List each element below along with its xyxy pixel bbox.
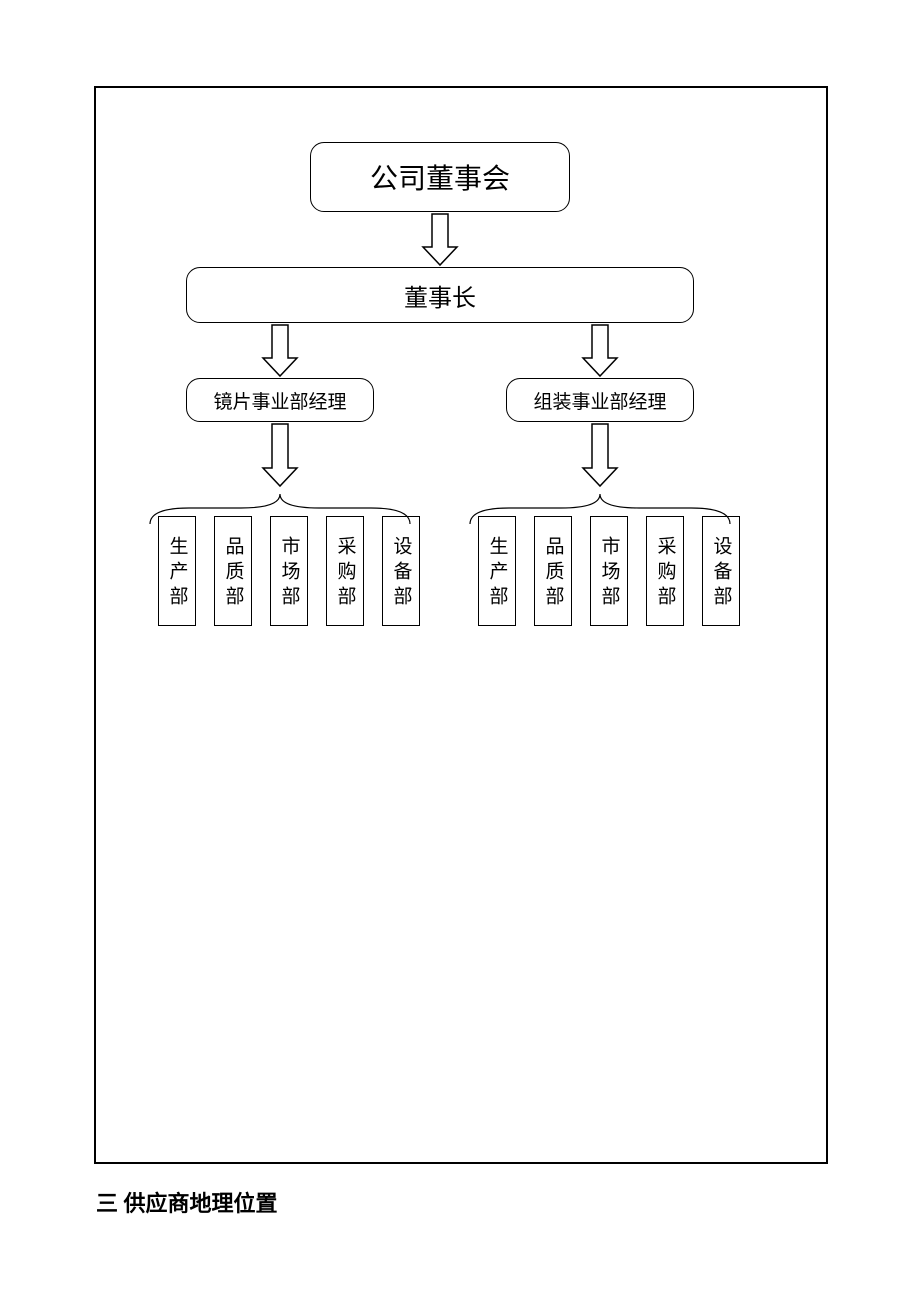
node-dept-right-3: 采购部 — [646, 516, 684, 626]
section-heading-text: 三 供应商地理位置 — [96, 1191, 278, 1216]
node-dept-label: 品质部 — [220, 536, 247, 611]
section-heading: 三 供应商地理位置 — [96, 1186, 278, 1218]
node-manager-left-label: 镜片事业部经理 — [213, 387, 346, 414]
arrow-down-1 — [263, 325, 297, 376]
node-board-label: 公司董事会 — [370, 157, 510, 197]
arrow-down-2 — [583, 325, 617, 376]
node-dept-label: 采购部 — [652, 536, 679, 611]
node-dept-right-0: 生产部 — [478, 516, 516, 626]
arrow-down-4 — [583, 424, 617, 486]
node-dept-left-2: 市场部 — [270, 516, 308, 626]
arrow-down-0 — [423, 214, 457, 265]
node-chairman: 董事长 — [186, 267, 694, 323]
brace-1 — [466, 492, 734, 528]
node-dept-label: 品质部 — [540, 536, 567, 611]
node-dept-right-2: 市场部 — [590, 516, 628, 626]
arrow-down-3 — [263, 424, 297, 486]
node-dept-label: 市场部 — [276, 536, 303, 611]
node-dept-right-1: 品质部 — [534, 516, 572, 626]
node-board: 公司董事会 — [310, 142, 570, 212]
node-manager-left: 镜片事业部经理 — [186, 378, 374, 422]
node-dept-left-0: 生产部 — [158, 516, 196, 626]
node-dept-label: 生产部 — [484, 536, 511, 611]
node-dept-label: 采购部 — [332, 536, 359, 611]
node-dept-label: 设备部 — [388, 536, 415, 611]
node-dept-right-4: 设备部 — [702, 516, 740, 626]
node-dept-left-4: 设备部 — [382, 516, 420, 626]
node-manager-right: 组装事业部经理 — [506, 378, 694, 422]
node-dept-label: 市场部 — [596, 536, 623, 611]
brace-0 — [146, 492, 414, 528]
node-dept-label: 生产部 — [164, 536, 191, 611]
node-chairman-label: 董事长 — [404, 278, 476, 313]
node-dept-label: 设备部 — [708, 536, 735, 611]
node-dept-left-1: 品质部 — [214, 516, 252, 626]
node-dept-left-3: 采购部 — [326, 516, 364, 626]
node-manager-right-label: 组装事业部经理 — [533, 387, 666, 414]
